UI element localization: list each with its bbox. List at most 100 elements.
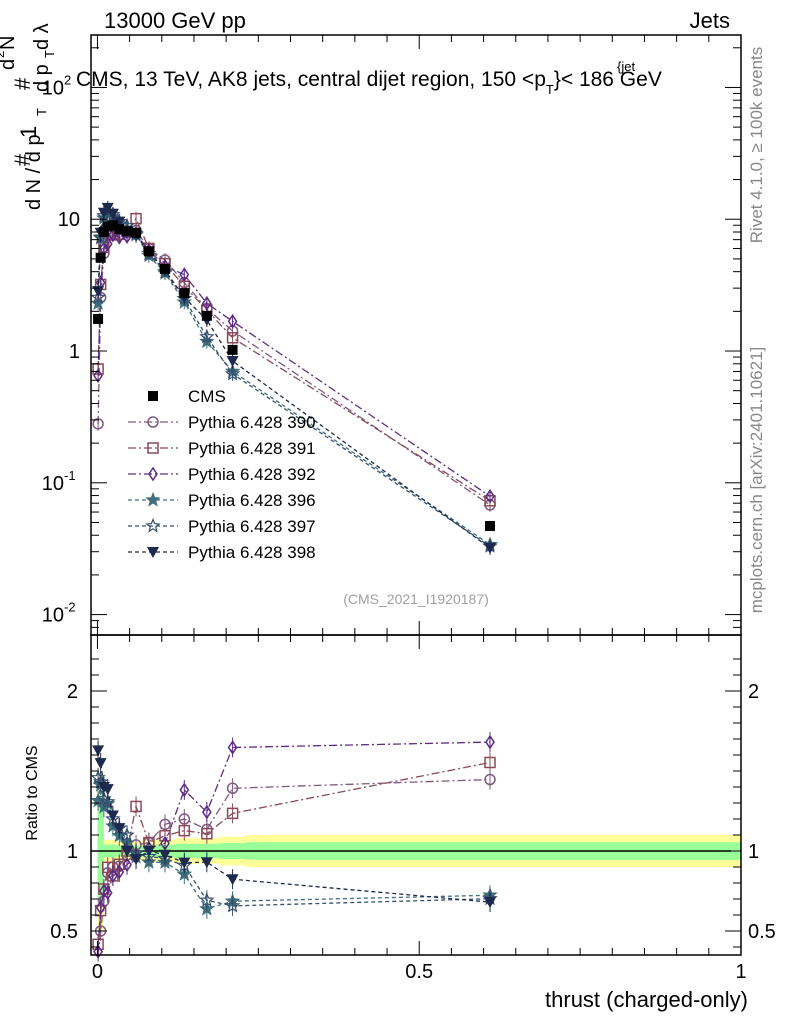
ratio-point-p398 <box>92 745 105 757</box>
data-point-p398 <box>113 216 126 228</box>
data-point-p398 <box>484 543 497 555</box>
ratio-point-p391 <box>484 756 496 769</box>
legend-label-p396: Pythia 6.428 396 <box>188 491 316 510</box>
ratio-point-p392 <box>102 885 113 901</box>
data-point-p397 <box>90 289 106 305</box>
ratio-point-p397 <box>100 793 116 809</box>
data-point-p398 <box>226 355 239 367</box>
data-point-p391 <box>130 212 142 225</box>
data-point-cms <box>160 263 171 274</box>
data-point-cms <box>485 521 496 532</box>
uncertainty-band-ratio <box>91 771 741 931</box>
y-tick-label-exponent: -1 <box>64 468 76 483</box>
plot-title-prefix: CMS, 13 TeV, AK8 jets, central dijet reg… <box>76 68 546 91</box>
ratio-point-p391 <box>178 824 191 837</box>
ratio-point-p397 <box>119 827 135 842</box>
svg-text:T: T <box>42 50 57 58</box>
ratio-point-p392 <box>179 782 190 798</box>
y-tick-label-main: 1 <box>69 341 80 363</box>
ratio-point-p397 <box>224 897 241 913</box>
data-point-p398 <box>92 286 105 298</box>
ratio-point-p398 <box>178 857 191 869</box>
data-point-cms <box>93 313 104 324</box>
ratio-line-p390 <box>97 778 491 956</box>
ratio-point-p392 <box>201 804 212 820</box>
legend-marker-cms <box>148 391 158 401</box>
ratio-line-p398 <box>97 750 491 903</box>
data-point-p397 <box>199 328 215 344</box>
svg-text:d N / d p: d N / d p <box>23 134 45 210</box>
ratio-point-p398 <box>113 823 126 835</box>
y-tick-label-ratio: 0.5 <box>50 921 78 943</box>
header-energy-label: 13000 GeV pp <box>104 8 246 33</box>
y-tick-label-main: 10 <box>42 77 64 99</box>
main-y-axis-label: # 1 d N / d p T # d 2 N d p T d λ <box>0 23 57 210</box>
ratio-point-p398 <box>94 758 107 770</box>
data-point-p390 <box>92 418 104 430</box>
data-point-p392 <box>201 295 212 311</box>
data-point-p398 <box>101 202 114 214</box>
ratio-point-p390 <box>226 782 239 795</box>
axes <box>90 34 742 956</box>
svg-text:d p: d p <box>31 64 53 92</box>
plot-title-suffix: }< 186 GeV <box>554 68 662 91</box>
header-jets-label: Jets <box>690 8 730 33</box>
ratio-point-p392 <box>93 944 103 959</box>
svg-text:d λ: d λ <box>31 23 53 50</box>
legend-marker-p392 <box>148 466 158 482</box>
data-point-cms <box>98 227 109 238</box>
ratio-point-p390 <box>484 773 496 786</box>
series-line-p391 <box>97 217 491 502</box>
legend-label-cms: CMS <box>188 387 226 406</box>
rivet-label: Rivet 4.1.0, ≥ 100k events <box>747 47 766 243</box>
svg-text:#: # <box>10 153 35 166</box>
y-tick-label-ratio-right: 1 <box>748 841 759 863</box>
ratio-point-p398 <box>200 857 213 869</box>
svg-text:2: 2 <box>0 51 7 58</box>
y-tick-label-exponent: 2 <box>64 72 71 87</box>
ratio-point-p398 <box>101 784 114 796</box>
x-tick-label: 1 <box>735 961 746 983</box>
legend-marker-p398 <box>147 547 159 558</box>
analysis-id: (CMS_2021_I1920187) <box>343 591 489 607</box>
data-point-p392 <box>114 229 125 245</box>
ratio-y-axis-label: Ratio to CMS <box>24 745 41 840</box>
data-point-p391 <box>226 332 239 344</box>
mcplots-label: mcplots.cern.ch [arXiv:2401.10621] <box>747 347 766 613</box>
data-point-cms <box>114 224 125 235</box>
plot-title-superscript: {jet <box>617 59 635 74</box>
legend-label-p398: Pythia 6.428 398 <box>188 543 316 562</box>
data-point-p392 <box>102 236 113 252</box>
legend-marker-p397 <box>145 517 161 533</box>
svg-text:#: # <box>10 77 35 90</box>
plot-title: CMS, 13 TeV, AK8 jets, central dijet reg… <box>76 68 662 97</box>
data-point-cms <box>143 246 154 257</box>
ratio-point-p392 <box>95 900 106 915</box>
data-point-cms <box>122 226 133 237</box>
data-point-cms <box>227 344 238 355</box>
ratio-point-p397 <box>90 769 106 785</box>
svg-text:T: T <box>34 108 49 116</box>
data-point-p392 <box>485 488 495 504</box>
ratio-point-p398 <box>121 846 134 857</box>
legend-marker-p390 <box>147 416 159 428</box>
legend-marker-p396 <box>145 491 161 507</box>
data-point-p392 <box>93 368 103 384</box>
ratio-point-p398 <box>226 874 239 886</box>
x-tick-label: 0 <box>92 961 103 983</box>
y-tick-label-main: 10 <box>42 473 64 495</box>
data-point-p392 <box>179 267 190 282</box>
legend-label-p391: Pythia 6.428 391 <box>188 439 316 458</box>
data-point-cms <box>102 221 113 232</box>
ratio-point-p392 <box>227 740 238 755</box>
plot-title-subscript: T <box>546 82 554 97</box>
ratio-point-p398 <box>142 846 155 857</box>
legend-label-p397: Pythia 6.428 397 <box>188 517 316 536</box>
ratio-point-p392 <box>485 734 495 750</box>
ratio-point-p398 <box>159 849 172 861</box>
ratio-plot-series <box>90 732 498 962</box>
ratio-point-p391 <box>130 800 142 813</box>
svg-text:N: N <box>0 36 19 50</box>
